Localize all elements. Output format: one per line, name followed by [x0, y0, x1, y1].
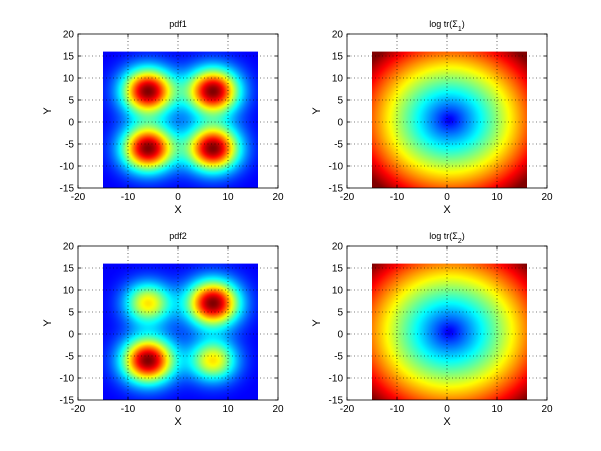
x-tick-label: 20 — [541, 192, 553, 203]
x-tick-label: 0 — [444, 192, 450, 203]
x-tick-label: 20 — [272, 192, 284, 203]
heatmap-image — [103, 51, 258, 188]
y-tick-label: 5 — [337, 96, 343, 107]
x-tick-label: -10 — [390, 404, 405, 415]
y-axis-label: Y — [311, 319, 323, 327]
y-tick-label: 0 — [337, 330, 343, 341]
x-tick-label: 0 — [175, 404, 181, 415]
x-axis-label: X — [443, 416, 451, 428]
y-tick-label: 0 — [68, 118, 74, 129]
x-axis-label: X — [174, 204, 182, 216]
x-axis-label: X — [174, 416, 182, 428]
x-tick-label: 0 — [175, 192, 181, 203]
y-tick-label: -5 — [334, 140, 343, 151]
y-tick-label: -5 — [65, 140, 74, 151]
y-axis-label: Y — [42, 319, 54, 327]
y-tick-label: -10 — [60, 374, 75, 385]
heatmap-image — [372, 51, 527, 188]
y-tick-label: -5 — [334, 352, 343, 363]
y-tick-label: 5 — [68, 96, 74, 107]
y-tick-label: -10 — [329, 162, 344, 173]
y-tick-label: 5 — [68, 308, 74, 319]
y-tick-label: 0 — [337, 118, 343, 129]
x-tick-label: 0 — [444, 404, 450, 415]
x-tick-label: -10 — [121, 404, 136, 415]
y-tick-label: -15 — [329, 396, 344, 407]
x-tick-label: 10 — [222, 192, 234, 203]
y-tick-label: -10 — [60, 162, 75, 173]
y-tick-label: 10 — [332, 74, 344, 85]
y-tick-label: 15 — [63, 264, 75, 275]
heatmap-image — [372, 263, 527, 400]
chart-title: pdf2 — [169, 231, 187, 241]
x-tick-label: -20 — [340, 404, 355, 415]
x-tick-label: 10 — [491, 192, 503, 203]
x-tick-label: 20 — [272, 404, 284, 415]
chart-title: log tr(Σ1) — [429, 19, 464, 33]
y-tick-label: 10 — [332, 286, 344, 297]
y-tick-label: 20 — [63, 242, 75, 253]
x-tick-label: 20 — [541, 404, 553, 415]
chart-title: pdf1 — [169, 19, 187, 29]
y-tick-label: 15 — [332, 52, 344, 63]
y-tick-label: -15 — [329, 184, 344, 195]
x-tick-label: -10 — [121, 192, 136, 203]
y-axis-label: Y — [42, 107, 54, 115]
chart-title: log tr(Σ2) — [429, 231, 464, 245]
y-tick-label: -15 — [60, 184, 75, 195]
y-tick-label: -15 — [60, 396, 75, 407]
y-tick-label: 20 — [63, 30, 75, 41]
y-tick-label: 20 — [332, 30, 344, 41]
x-axis-label: X — [443, 204, 451, 216]
x-tick-label: -20 — [71, 404, 86, 415]
y-tick-label: 15 — [63, 52, 75, 63]
y-tick-label: 15 — [332, 264, 344, 275]
y-tick-label: 20 — [332, 242, 344, 253]
y-tick-label: 10 — [63, 74, 75, 85]
y-axis-label: Y — [311, 107, 323, 115]
y-tick-label: 10 — [63, 286, 75, 297]
x-tick-label: 10 — [491, 404, 503, 415]
x-tick-label: -20 — [71, 192, 86, 203]
y-tick-label: 0 — [68, 330, 74, 341]
y-tick-label: -10 — [329, 374, 344, 385]
y-tick-label: 5 — [337, 308, 343, 319]
x-tick-label: -10 — [390, 192, 405, 203]
x-tick-label: -20 — [340, 192, 355, 203]
x-tick-label: 10 — [222, 404, 234, 415]
heatmap-image — [103, 263, 258, 400]
y-tick-label: -5 — [65, 352, 74, 363]
